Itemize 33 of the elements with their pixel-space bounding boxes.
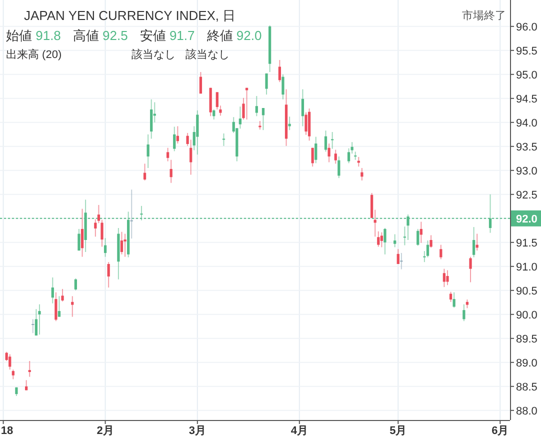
ref-label: 92.0	[516, 213, 538, 226]
ohlc-readout: 終値 92.0	[206, 28, 262, 43]
ytick-label: 88.5	[516, 381, 538, 394]
ytick-label: 94.5	[516, 93, 538, 106]
ytick-label: 89.5	[516, 333, 538, 346]
title: JAPAN YEN CURRENCY INDEX, 日	[24, 8, 236, 23]
ytick-label: 93.5	[516, 141, 538, 154]
ytick-label: 91.5	[516, 237, 538, 250]
ytick-label: 95.5	[516, 45, 538, 58]
ytick-label: 94.0	[516, 117, 538, 130]
status: 市場終了	[462, 10, 506, 22]
xtick-label: 5月	[390, 425, 407, 437]
xtick-label: 6月	[492, 425, 509, 437]
ohlc-readout: 始値 91.8	[6, 28, 61, 43]
ohlc-readout: 安値 91.7	[140, 28, 195, 43]
xtick-label: 4月	[290, 425, 308, 437]
volume-note: 出来高 (20)	[6, 49, 62, 61]
ytick-label: 96.0	[516, 21, 538, 34]
ytick-label: 88.0	[516, 405, 538, 418]
ytick-label: 90.0	[516, 309, 538, 322]
ytick-label: 91.0	[516, 261, 538, 274]
xtick-label: 18	[0, 425, 14, 437]
ytick-label: 89.0	[516, 357, 538, 370]
ytick-label: 95.0	[516, 69, 538, 82]
ytick-label: 92.5	[516, 189, 538, 202]
xtick-label: 3月	[188, 425, 206, 437]
volume-note: 該当なし	[132, 49, 176, 61]
ohlc-readout: 高値 92.5	[72, 28, 128, 43]
xtick-label: 2月	[96, 425, 114, 437]
volume-note: 該当なし	[186, 49, 230, 61]
ytick-label: 93.0	[516, 165, 538, 178]
candlestick	[354, 151, 357, 160]
ytick-label: 90.5	[516, 285, 538, 298]
